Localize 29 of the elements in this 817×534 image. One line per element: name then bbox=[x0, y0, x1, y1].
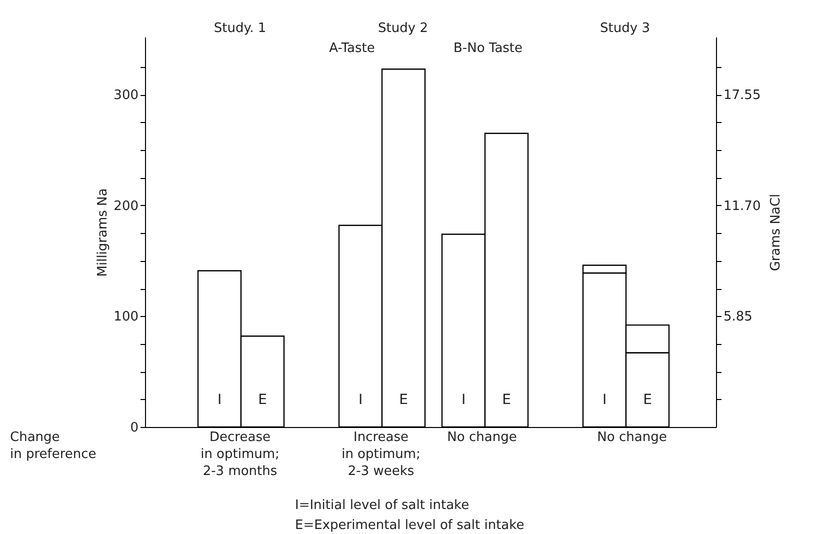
y-axis-title: Milligrams Na bbox=[96, 188, 111, 277]
y-tick-label: 100 bbox=[114, 310, 138, 325]
text: Study. 1 bbox=[214, 21, 266, 36]
x-tick-label: E bbox=[502, 392, 511, 408]
text: No change bbox=[597, 430, 667, 445]
text: Study 3 bbox=[600, 21, 650, 36]
y-tick-label: 0 bbox=[130, 420, 138, 436]
text: I=Initial level of salt intake bbox=[295, 498, 470, 513]
text: Study 2 bbox=[378, 21, 428, 36]
y2-axis-title: Grams NaCl bbox=[768, 194, 784, 272]
text: No change bbox=[447, 430, 517, 445]
x-tick-label: I bbox=[461, 392, 466, 408]
y2-tick-label: 17.55 bbox=[724, 88, 761, 104]
text: Increase in optimum; 2-3 weeks bbox=[342, 430, 420, 479]
text: Decrease in optimum; 2-3 months bbox=[200, 430, 280, 479]
annotation: B-No Taste bbox=[453, 41, 523, 56]
text: Change in preference bbox=[10, 430, 96, 462]
y-tick-label: 200 bbox=[114, 198, 138, 214]
y2-tick-label: 5.85 bbox=[724, 310, 752, 325]
annotation: A-Taste bbox=[329, 41, 375, 56]
y-tick-label: 300 bbox=[114, 88, 138, 104]
x-tick-label: I bbox=[358, 392, 363, 408]
y2-tick-label: 11.70 bbox=[724, 198, 761, 214]
x-tick-label: E bbox=[643, 392, 652, 408]
x-tick-label: E bbox=[399, 392, 408, 408]
x-tick-label: I bbox=[602, 392, 607, 408]
x-tick-label: E bbox=[258, 392, 267, 408]
text: E=Experimental level of salt intake bbox=[295, 518, 524, 533]
x-tick-label: I bbox=[217, 392, 222, 408]
